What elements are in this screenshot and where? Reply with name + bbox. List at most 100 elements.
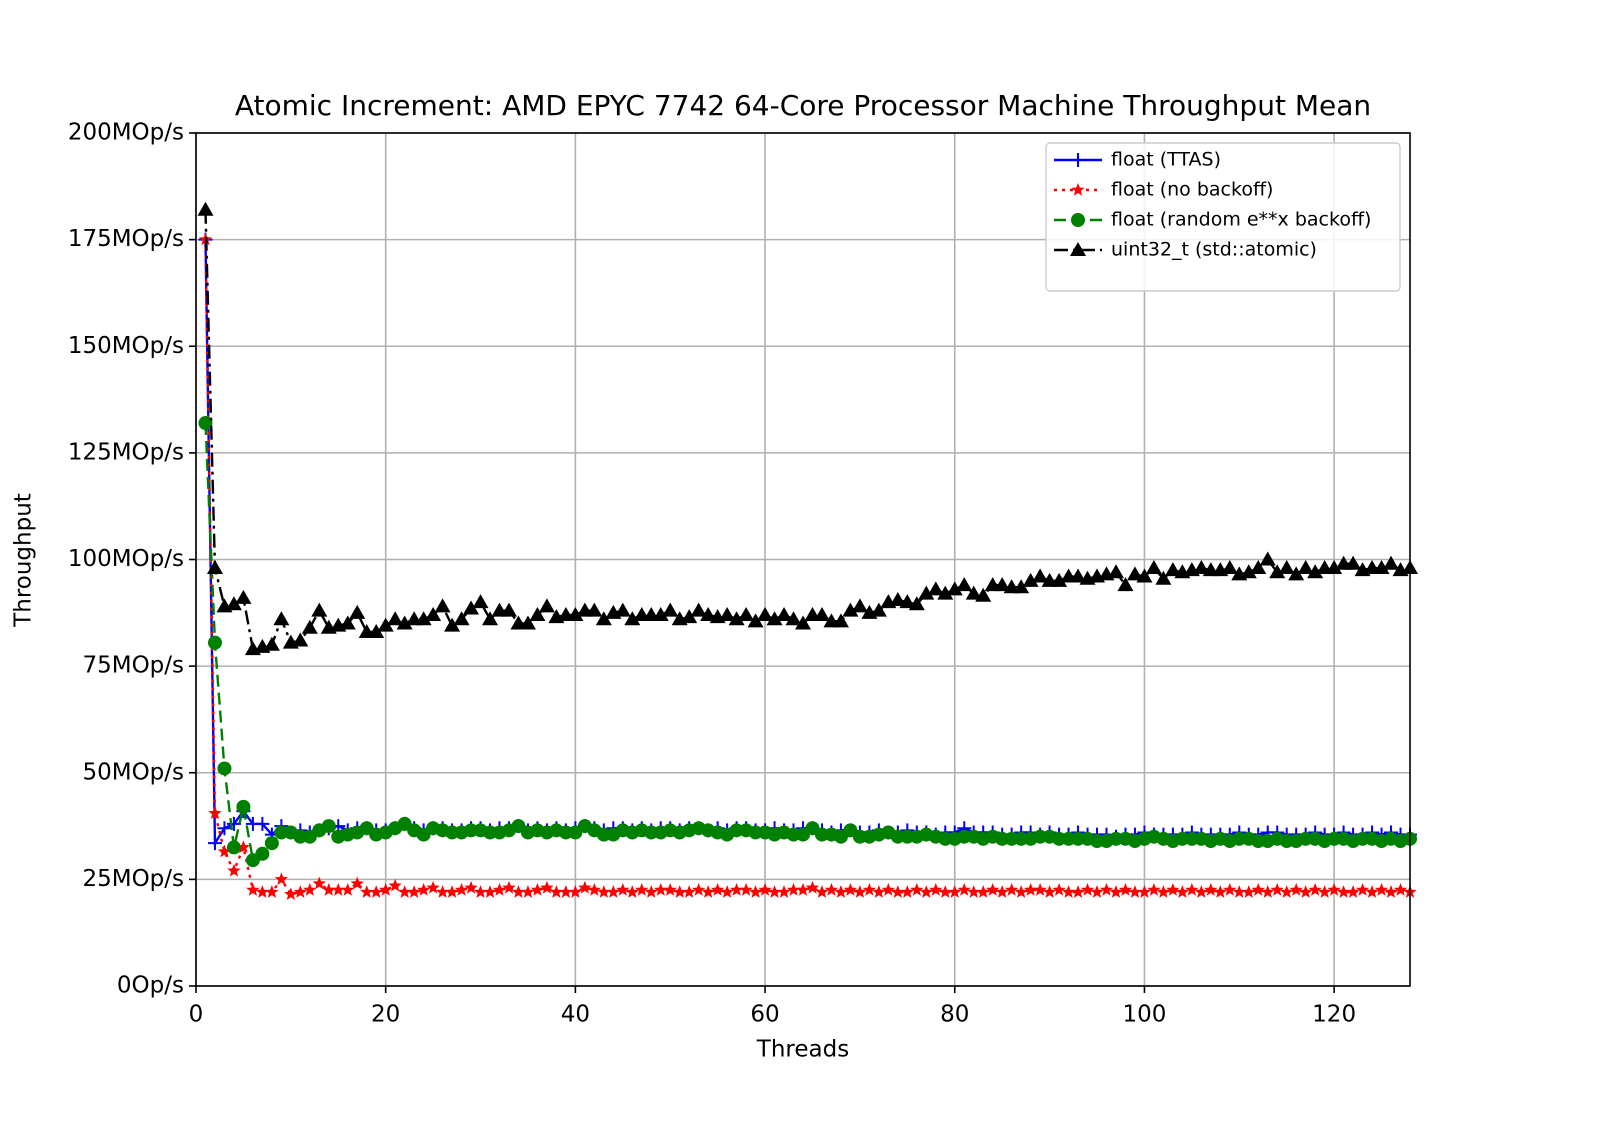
data-point (1051, 572, 1068, 587)
data-point (785, 611, 802, 626)
data-point (511, 885, 526, 898)
data-point (292, 632, 309, 647)
legend-marker (1071, 183, 1085, 196)
y-tick-label: 200MOp/s (68, 120, 184, 146)
data-point (919, 885, 933, 898)
data-point (1126, 566, 1143, 581)
data-point (1250, 560, 1267, 575)
data-point (872, 885, 886, 898)
data-point (398, 885, 412, 898)
data-point (217, 821, 232, 836)
data-point (975, 587, 992, 602)
data-point (595, 611, 612, 626)
data-point (1384, 885, 1398, 898)
x-tick-label: 40 (561, 1002, 590, 1028)
data-point (500, 602, 517, 617)
data-point (1080, 883, 1095, 896)
data-point (986, 883, 1000, 896)
data-point (197, 201, 214, 216)
data-point (568, 885, 583, 898)
data-point (396, 615, 413, 630)
data-point (1071, 885, 1085, 898)
data-point (368, 624, 385, 639)
data-point (597, 885, 611, 898)
x-tick-label: 120 (1312, 1002, 1356, 1028)
data-point (1326, 560, 1343, 575)
series (198, 232, 1417, 900)
data-point (899, 594, 916, 609)
data-point (425, 606, 442, 621)
data-point (1308, 883, 1322, 896)
data-point (339, 615, 356, 630)
data-point (388, 878, 402, 892)
data-point (464, 880, 478, 894)
data-point (1155, 570, 1172, 585)
data-point (426, 880, 440, 894)
y-tick-label: 100MOp/s (68, 546, 184, 572)
data-point (331, 883, 345, 896)
data-point (263, 636, 280, 651)
data-point (1118, 883, 1133, 896)
data-point (273, 611, 290, 626)
data-point (293, 885, 307, 898)
data-point (834, 885, 848, 898)
data-point (236, 799, 251, 814)
data-point (1128, 885, 1142, 898)
data-point (719, 606, 736, 621)
data-point (616, 883, 630, 896)
data-point (255, 885, 270, 898)
data-point (851, 598, 868, 613)
data-point (1223, 883, 1237, 896)
data-point (692, 883, 706, 896)
data-point (530, 883, 545, 896)
data-point (908, 596, 925, 611)
data-point (444, 617, 461, 632)
data-point (369, 885, 383, 898)
data-point (301, 619, 318, 634)
data-point (255, 846, 270, 861)
data-point (1289, 883, 1303, 896)
data-point (1355, 883, 1370, 896)
y-tick-label: 50MOp/s (82, 759, 184, 785)
data-point (862, 883, 877, 896)
data-point (341, 883, 355, 896)
data-point (624, 611, 641, 626)
data-point (776, 606, 793, 621)
legend: float (TTAS) float (no backoff) float (ran… (1045, 142, 1401, 292)
data-point (1033, 883, 1047, 896)
legend-marker (1071, 153, 1085, 167)
data-point (1346, 885, 1360, 898)
data-point (720, 885, 734, 898)
y-tick-label: 175MOp/s (68, 226, 184, 252)
data-point (910, 883, 924, 896)
data-point (1383, 555, 1400, 570)
data-point (681, 609, 698, 624)
data-point (578, 880, 592, 894)
data-point (1242, 885, 1256, 898)
data-point (881, 883, 896, 896)
data-point (454, 883, 469, 896)
data-point (832, 613, 849, 628)
data-point (1061, 885, 1076, 898)
data-point (1042, 885, 1057, 898)
data-point (519, 615, 536, 630)
data-point (1299, 885, 1313, 898)
data-point (965, 585, 982, 600)
data-point (1136, 568, 1153, 583)
data-point (567, 606, 584, 621)
data-point (1204, 883, 1218, 896)
data-point (1070, 568, 1087, 583)
data-point (976, 885, 990, 898)
data-point (652, 606, 669, 621)
data-point (1345, 555, 1362, 570)
data-point (473, 885, 488, 898)
data-point (644, 885, 658, 898)
data-point (225, 596, 242, 611)
data-point (1117, 577, 1134, 592)
data-point (284, 887, 298, 900)
data-point (502, 880, 516, 894)
data-point (1099, 883, 1114, 896)
data-point (891, 885, 905, 898)
data-point (739, 883, 753, 896)
data-point (815, 885, 829, 898)
